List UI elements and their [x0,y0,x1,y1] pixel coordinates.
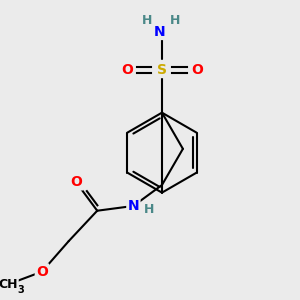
Text: N: N [128,199,139,213]
Text: H: H [170,14,181,27]
Text: O: O [36,265,48,279]
Text: CH: CH [0,278,17,292]
Text: O: O [191,63,203,77]
Text: 3: 3 [18,285,24,295]
Text: H: H [142,14,152,27]
Text: N: N [154,25,166,39]
Text: O: O [70,175,82,189]
Text: H: H [143,203,154,216]
Text: S: S [157,63,167,77]
Text: O: O [121,63,133,77]
